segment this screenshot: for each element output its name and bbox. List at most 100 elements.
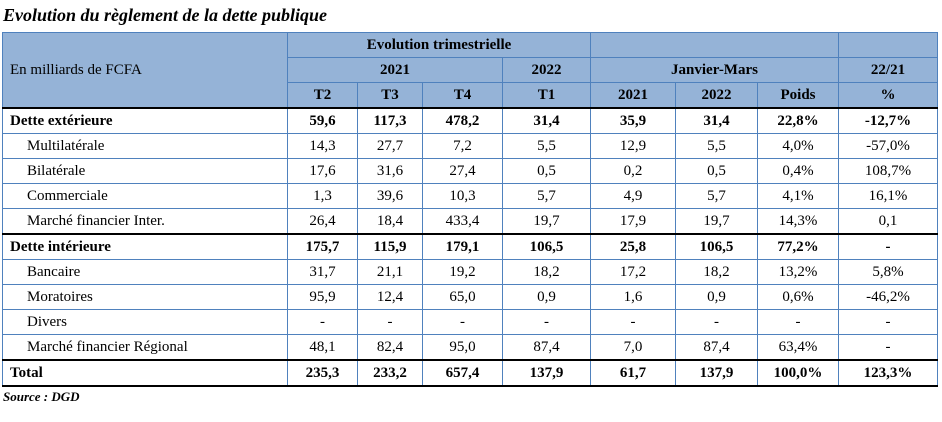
row-label: Total (2, 359, 288, 387)
cell-value: 115,9 (357, 233, 423, 260)
header-year-2022-group: 2022 (502, 57, 591, 83)
cell-value: 61,7 (590, 359, 676, 387)
cell-value: 19,7 (675, 208, 758, 235)
cell-value: 179,1 (422, 233, 503, 260)
cell-value: 657,4 (422, 359, 503, 387)
cell-value: - (838, 233, 939, 260)
cell-value: 95,9 (287, 284, 358, 310)
header-col-2022: 2022 (675, 82, 758, 109)
cell-value: 4,1% (756, 183, 840, 209)
cell-value: 100,0% (756, 359, 840, 387)
row-label: Marché financier Régional (2, 334, 288, 361)
cell-value: 18,2 (675, 259, 758, 285)
cell-value: 48,1 (287, 334, 358, 361)
header-janvier-mars: Janvier-Mars (589, 57, 840, 83)
header-col-poids: Poids (756, 82, 840, 109)
cell-value: 31,7 (287, 259, 358, 285)
cell-value: 106,5 (502, 233, 591, 260)
cell-value: - (838, 334, 939, 361)
cell-value: 95,0 (422, 334, 503, 361)
cell-value: 7,2 (422, 133, 503, 159)
table-row: Bancaire 31,7 21,1 19,2 18,2 17,2 18,2 13,2% 5,8… (2, 259, 939, 285)
page: Evolution du règlement de la dette publi… (2, 5, 939, 404)
header-row-1: En milliards de FCFA Evolution trimestri… (2, 32, 939, 109)
cell-value: 18,4 (357, 208, 423, 235)
row-label: Commerciale (2, 183, 288, 209)
cell-value: 63,4% (756, 334, 840, 361)
row-label: Bilatérale (2, 158, 288, 184)
cell-value: 17,9 (590, 208, 676, 235)
cell-value: 31,4 (675, 107, 758, 134)
cell-value: 1,6 (590, 284, 676, 310)
header-ratio-22-21: 22/21 (838, 57, 939, 83)
cell-value: 478,2 (422, 107, 503, 134)
cell-value: 59,6 (287, 107, 358, 134)
cell-value: 19,2 (422, 259, 503, 285)
cell-value: 117,3 (357, 107, 423, 134)
cell-value: 65,0 (422, 284, 503, 310)
cell-value: 18,2 (502, 259, 591, 285)
cell-value: 4,0% (756, 133, 840, 159)
cell-value: 0,5 (675, 158, 758, 184)
row-label: Multilatérale (2, 133, 288, 159)
cell-value: 0,5 (502, 158, 591, 184)
source-note: Source : DGD (3, 389, 80, 404)
table-row: Dette intérieure 175,7 115,9 179,1 106,5 25,8… (2, 233, 939, 260)
cell-value: 0,1 (838, 208, 939, 235)
cell-value: 31,6 (357, 158, 423, 184)
cell-value: - (590, 309, 676, 335)
cell-value: 123,3% (838, 359, 939, 387)
header-evolution-trimestrielle: Evolution trimestrielle (287, 32, 591, 58)
table-row: Bilatérale 17,6 31,6 27,4 0,5 0,2 0,5 0,4% 108,7… (2, 158, 939, 184)
header-row-2: 2021 2022 Janvier-Mars 22/21 (3, 57, 939, 83)
cell-value: 21,1 (357, 259, 423, 285)
cell-value: - (422, 309, 503, 335)
cell-value: 25,8 (590, 233, 676, 260)
cell-value: 14,3 (287, 133, 358, 159)
table-body: Dette extérieure 59,6 117,3 478,2 31,4 35,9 31… (2, 107, 939, 387)
cell-value: 77,2% (756, 233, 840, 260)
header-col-t3: T3 (357, 82, 423, 109)
cell-value: 106,5 (675, 233, 758, 260)
cell-value: - (502, 309, 591, 335)
row-label: Moratoires (2, 284, 288, 310)
cell-value: 22,8% (756, 107, 840, 134)
cell-value: -46,2% (838, 284, 939, 310)
cell-value: 14,3% (756, 208, 840, 235)
cell-value: 10,3 (422, 183, 503, 209)
cell-value: 16,1% (838, 183, 939, 209)
row-label: Divers (2, 309, 288, 335)
cell-value: 87,4 (675, 334, 758, 361)
table-row: Divers - - - - - - - - (2, 309, 939, 335)
cell-value: 12,4 (357, 284, 423, 310)
cell-value: - (287, 309, 358, 335)
header-year-2021-group: 2021 (287, 57, 503, 83)
cell-value: 13,2% (756, 259, 840, 285)
cell-value: 31,4 (502, 107, 591, 134)
header-col-t1: T1 (502, 82, 591, 109)
header-col-2021: 2021 (590, 82, 676, 109)
table-row: Multilatérale 14,3 27,7 7,2 5,5 12,9 5,5 4,0% -5… (2, 133, 939, 159)
table-row: Dette extérieure 59,6 117,3 478,2 31,4 35,9 31… (2, 107, 939, 134)
cell-value: 0,9 (675, 284, 758, 310)
cell-value: 27,7 (357, 133, 423, 159)
cell-value: 0,6% (756, 284, 840, 310)
cell-value: 4,9 (590, 183, 676, 209)
table-row: Marché financier Inter. 26,4 18,4 433,4 19,7… (2, 208, 939, 235)
row-label: Dette intérieure (2, 233, 288, 260)
cell-value: 5,7 (502, 183, 591, 209)
row-label: Bancaire (2, 259, 288, 285)
cell-value: 235,3 (287, 359, 358, 387)
cell-value: - (838, 309, 939, 335)
cell-value: 7,0 (590, 334, 676, 361)
table-row: Commerciale 1,3 39,6 10,3 5,7 4,9 5,7 4,1% 16,1% (2, 183, 939, 209)
cell-value: -57,0% (838, 133, 939, 159)
cell-value: 12,9 (590, 133, 676, 159)
cell-value: 137,9 (675, 359, 758, 387)
table-row: Marché financier Régional 48,1 82,4 95,0 87,… (2, 334, 939, 361)
page-title: Evolution du règlement de la dette publi… (3, 5, 327, 25)
header-col-t4: T4 (422, 82, 503, 109)
table-header: En milliards de FCFA Evolution trimestri… (2, 32, 939, 109)
header-spacer-janvier-mars (589, 32, 840, 58)
cell-value: 108,7% (838, 158, 939, 184)
